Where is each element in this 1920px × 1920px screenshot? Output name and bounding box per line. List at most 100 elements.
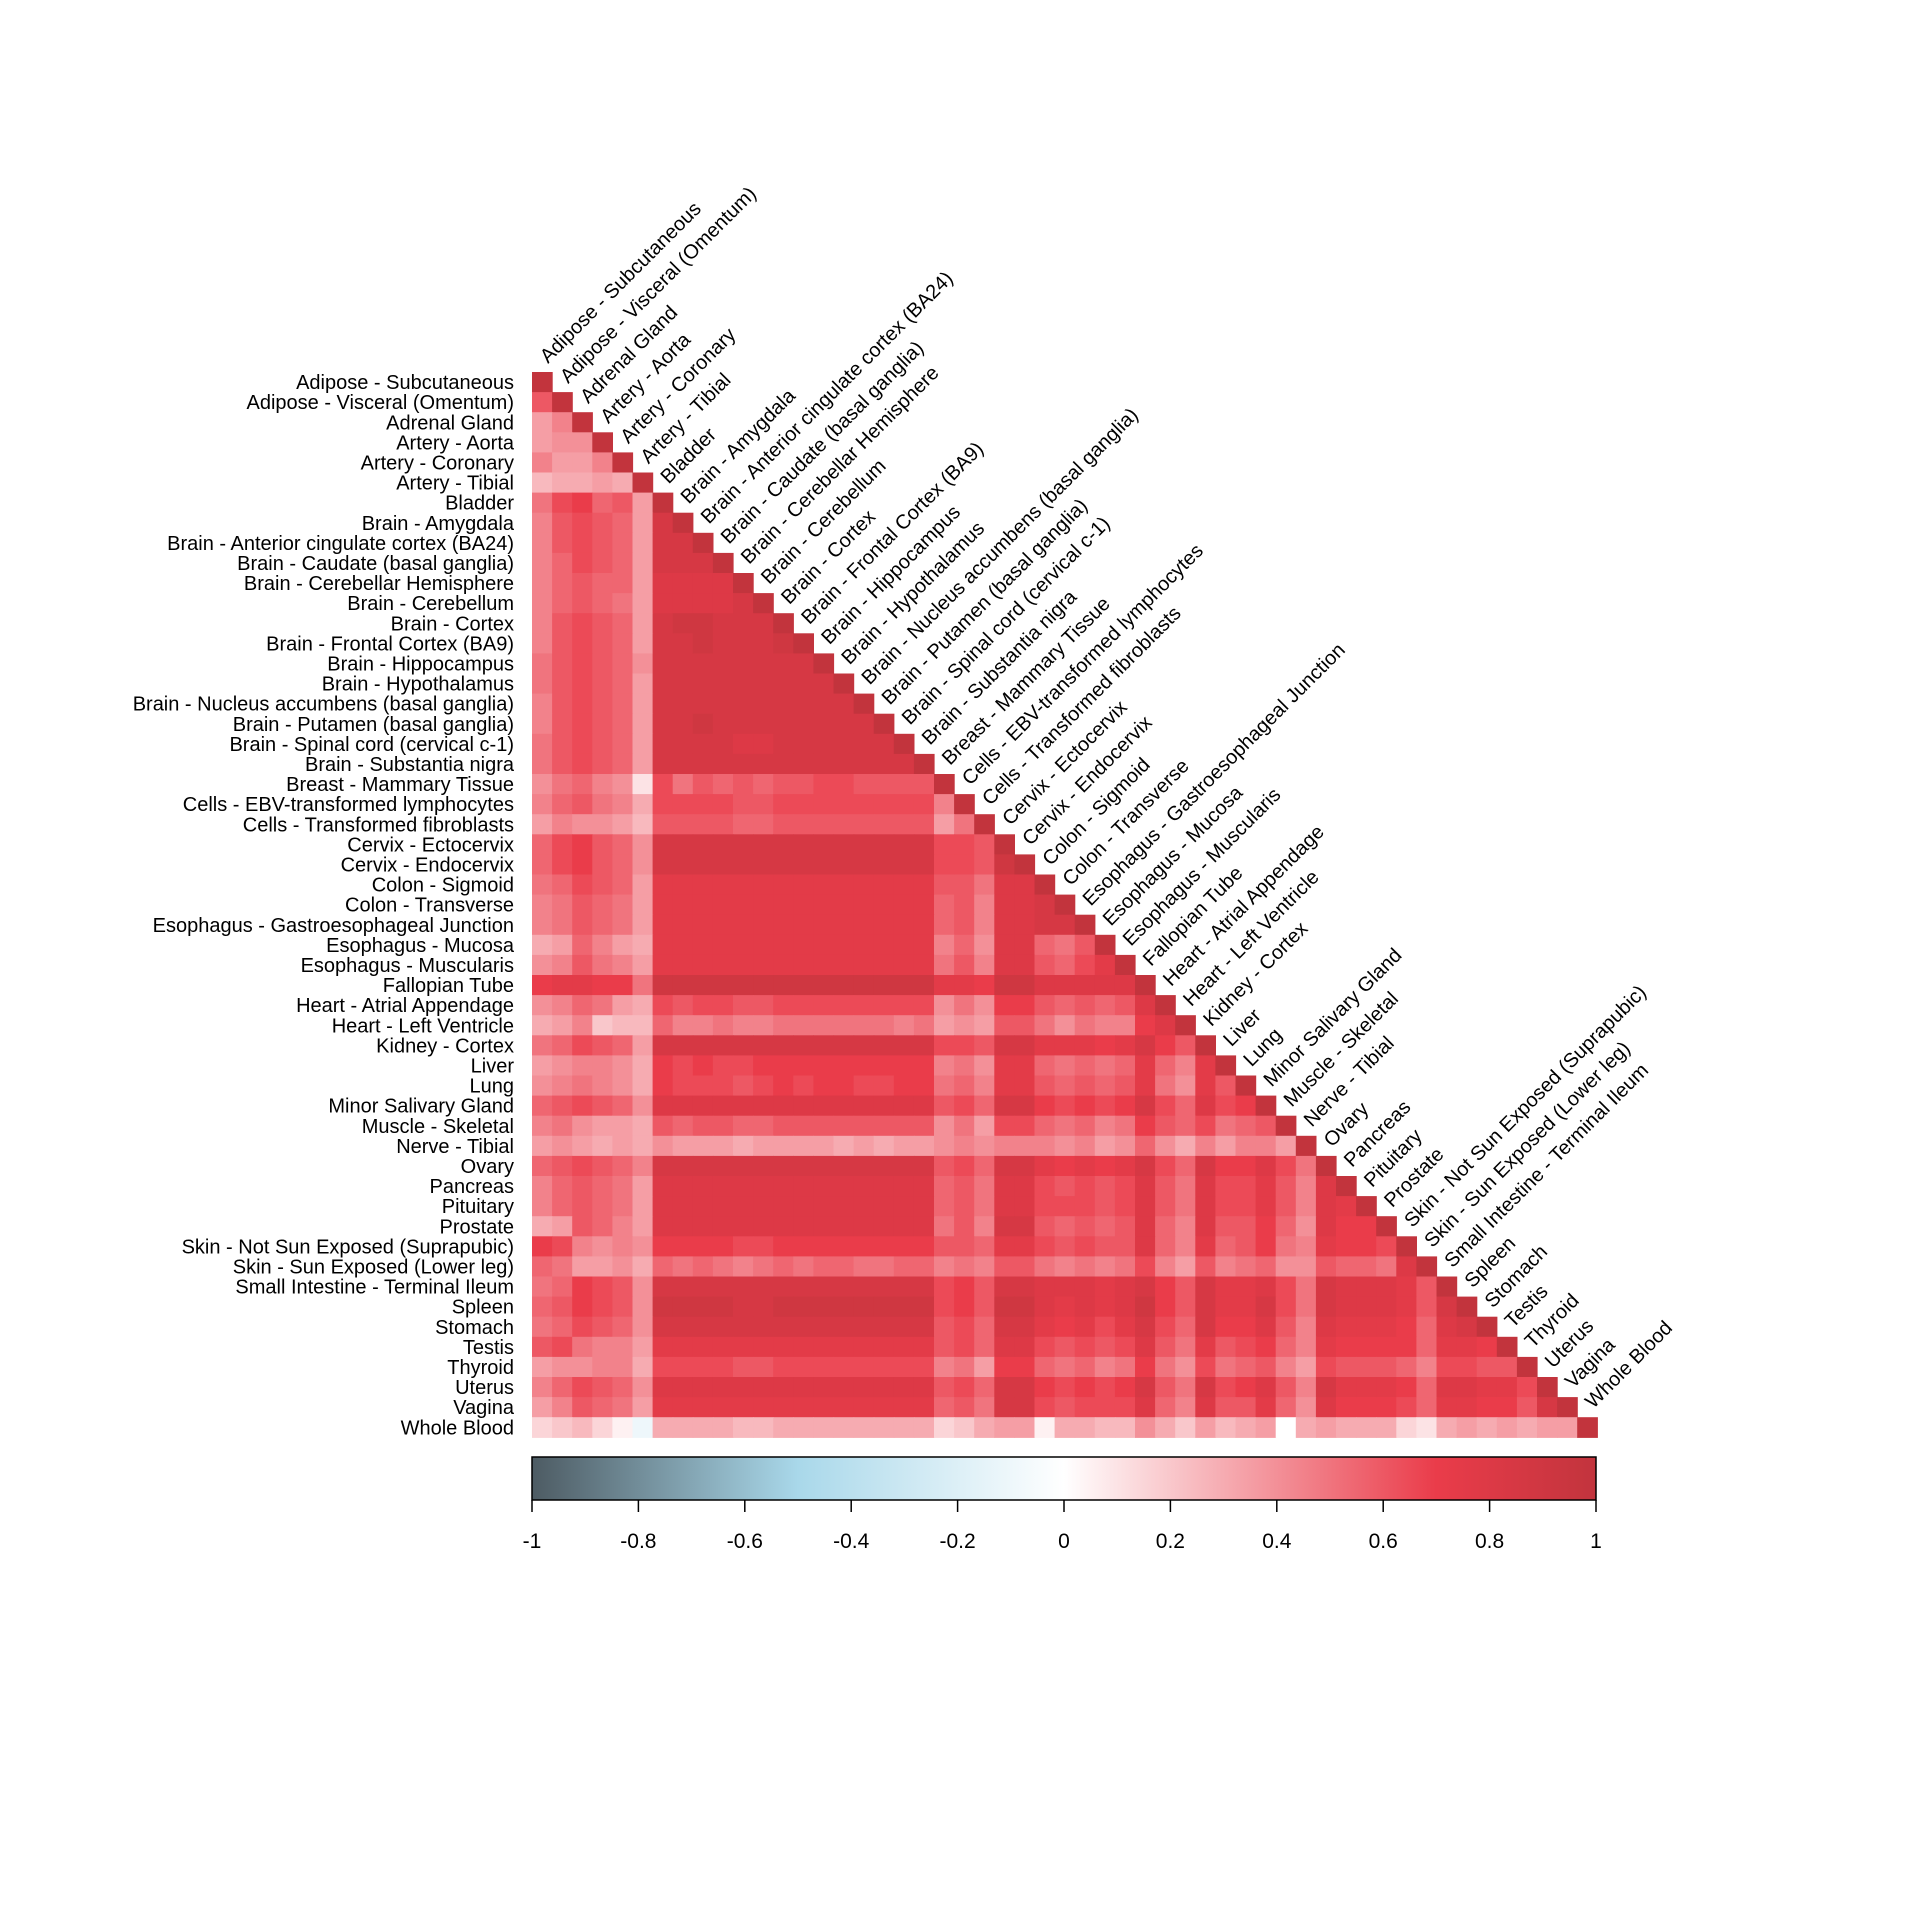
heatmap-cell [954, 794, 975, 815]
row-label: Pancreas [430, 1176, 515, 1198]
heatmap-cell [592, 1256, 613, 1278]
heatmap-cell [1155, 1236, 1176, 1257]
heatmap-cell [913, 1336, 935, 1358]
heatmap-cell [1255, 1176, 1277, 1197]
heatmap-cell [893, 914, 915, 936]
heatmap-cell [1054, 1075, 1076, 1097]
heatmap-cell [1135, 1176, 1156, 1197]
heatmap-cell [1396, 1296, 1417, 1318]
heatmap-cell [592, 1316, 613, 1338]
heatmap-cell [853, 1055, 875, 1077]
heatmap-cell [873, 774, 895, 795]
heatmap-cell [532, 874, 553, 896]
heatmap-cell [913, 1276, 935, 1298]
heatmap-cell [753, 1135, 774, 1157]
heatmap-cell [592, 894, 613, 916]
heatmap-cell [1195, 1095, 1216, 1117]
heatmap-cell [793, 1055, 814, 1077]
heatmap-cell [572, 1135, 593, 1157]
heatmap-cell [1074, 1115, 1096, 1137]
heatmap-cell [1336, 1316, 1357, 1338]
row-label: Nerve - Tibial [396, 1136, 514, 1158]
heatmap-cell [672, 1216, 694, 1237]
heatmap-cell [913, 814, 935, 835]
colorbar-tick-label: 0.4 [1262, 1530, 1292, 1553]
heatmap-cell [532, 452, 553, 474]
heatmap-cell [793, 954, 814, 976]
heatmap-cell [652, 975, 674, 996]
heatmap-cell [592, 854, 613, 876]
heatmap-cell [632, 814, 654, 835]
heatmap-cell [552, 1216, 573, 1237]
heatmap-cell [552, 432, 573, 453]
heatmap-cell [873, 834, 895, 855]
heatmap-cell [1295, 1176, 1317, 1197]
heatmap-cell [954, 1055, 975, 1077]
heatmap-cell [1135, 1035, 1156, 1056]
heatmap-cell [793, 1115, 814, 1137]
heatmap-cell [652, 1216, 674, 1237]
heatmap-cell [552, 552, 573, 574]
heatmap-cell [1094, 1155, 1116, 1177]
heatmap-cell [1336, 1216, 1357, 1237]
heatmap-cell [853, 794, 875, 815]
heatmap-cell [753, 1196, 774, 1217]
heatmap-cell [1436, 1336, 1458, 1358]
heatmap-cell [1315, 1276, 1337, 1298]
heatmap-cell [793, 1135, 814, 1157]
heatmap-cell [1215, 1336, 1237, 1358]
heatmap-cell [954, 1377, 975, 1398]
heatmap-cell [712, 934, 734, 956]
heatmap-cell [813, 1155, 835, 1177]
heatmap-cell [692, 1135, 714, 1157]
heatmap-cell [672, 1015, 694, 1036]
heatmap-cell [612, 1095, 634, 1117]
heatmap-cell [1295, 1155, 1317, 1177]
heatmap-cell [672, 753, 694, 775]
row-label: Brain - Frontal Cortex (BA9) [266, 633, 514, 655]
heatmap-cell [974, 1316, 995, 1338]
heatmap-cell [1356, 1316, 1377, 1338]
heatmap-cell [1416, 1356, 1438, 1378]
heatmap-cell [893, 1356, 915, 1378]
heatmap-cell [813, 1296, 835, 1318]
heatmap-cell [532, 774, 553, 795]
heatmap-cell [612, 713, 634, 735]
heatmap-cell [632, 995, 654, 1016]
heatmap-cell [1436, 1417, 1458, 1438]
heatmap-cell [1014, 1055, 1036, 1077]
heatmap-cell [934, 774, 955, 795]
heatmap-cell [1034, 1115, 1056, 1137]
heatmap-cell [773, 894, 794, 916]
heatmap-cell [532, 1397, 553, 1418]
heatmap-cells [532, 372, 1598, 1438]
heatmap-cell [1155, 1075, 1176, 1097]
heatmap-cell [913, 1135, 935, 1157]
heatmap-cell [773, 1256, 794, 1278]
heatmap-cell [934, 1055, 955, 1077]
heatmap-cell [1235, 1276, 1257, 1298]
heatmap-cell [934, 1135, 955, 1157]
heatmap-cell [753, 934, 774, 956]
heatmap-cell [712, 1055, 734, 1077]
heatmap-cell [632, 794, 654, 815]
heatmap-cell [733, 954, 754, 976]
heatmap-cell [1034, 874, 1056, 896]
heatmap-cell [733, 573, 754, 594]
heatmap-cell [1094, 954, 1116, 976]
heatmap-cell [873, 975, 895, 996]
heatmap-cell [1315, 1176, 1337, 1197]
heatmap-cell [692, 894, 714, 916]
heatmap-cell [974, 894, 995, 916]
heatmap-cell [733, 1196, 754, 1217]
heatmap-cell [873, 733, 895, 755]
heatmap-cell [672, 1397, 694, 1418]
heatmap-cell [592, 633, 613, 654]
heatmap-cell [712, 713, 734, 735]
heatmap-cell [934, 1015, 955, 1036]
heatmap-cell [552, 894, 573, 916]
heatmap-cell [712, 1236, 734, 1257]
heatmap-cell [1014, 1296, 1036, 1318]
heatmap-cell [813, 1377, 835, 1398]
heatmap-cell [672, 552, 694, 574]
